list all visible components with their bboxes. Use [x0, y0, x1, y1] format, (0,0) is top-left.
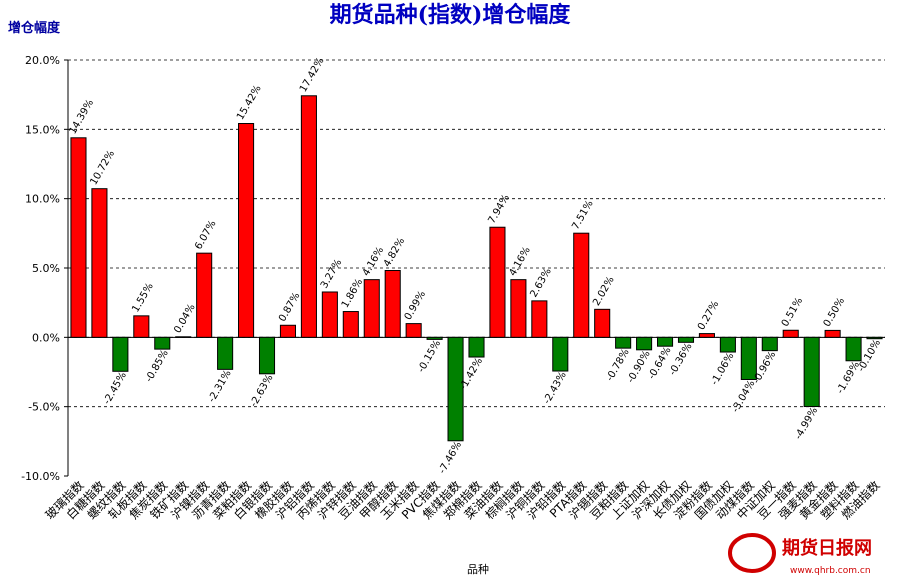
value-label: 7.94% — [487, 193, 512, 226]
bar — [677, 336, 695, 343]
watermark: 期货日报网 www.qhrb.com.cn — [728, 533, 872, 576]
bar — [761, 336, 778, 352]
bar — [552, 336, 569, 372]
value-label: 0.04% — [172, 302, 197, 335]
value-label: 17.42% — [298, 56, 327, 95]
y-tick-label: -10.0% — [21, 470, 60, 483]
bar — [70, 137, 87, 338]
value-label: 0.50% — [822, 296, 847, 329]
value-label: 0.27% — [696, 299, 721, 332]
value-label: 0.51% — [780, 296, 805, 329]
bar — [258, 336, 276, 375]
value-label: 4.16% — [507, 245, 532, 278]
value-label: 1.55% — [130, 281, 155, 314]
bar — [719, 336, 736, 353]
bar — [824, 329, 841, 338]
bar — [531, 300, 548, 338]
value-label: -4.99% — [793, 406, 820, 442]
bar — [845, 336, 862, 362]
value-label: -1.06% — [709, 351, 736, 387]
bar — [740, 336, 757, 380]
bar — [405, 323, 422, 338]
x-axis-label: 品种 — [467, 562, 489, 576]
bar — [698, 333, 715, 338]
value-label: 0.87% — [277, 291, 302, 324]
bar — [279, 324, 297, 338]
bar — [510, 279, 527, 338]
bar — [363, 279, 380, 338]
logo-url: www.qhrb.com.cn — [790, 566, 871, 576]
value-label: -0.64% — [646, 345, 673, 381]
bar — [196, 252, 213, 338]
bar — [175, 336, 192, 338]
value-label: 2.02% — [591, 275, 616, 308]
bar — [782, 329, 799, 338]
value-label: -0.36% — [667, 341, 694, 377]
y-axis-title: 增仓幅度 — [8, 20, 61, 36]
logo-text: 期货日报网 — [782, 537, 872, 559]
value-label: -2.43% — [542, 370, 569, 406]
value-label: 15.42% — [235, 83, 264, 122]
bar — [803, 336, 820, 408]
bar — [342, 311, 359, 338]
bar — [594, 308, 611, 338]
value-label: 7.51% — [570, 199, 595, 232]
bar — [217, 336, 234, 370]
value-label: 14.39% — [68, 98, 97, 137]
bar — [489, 226, 506, 338]
value-label: -0.85% — [144, 348, 171, 384]
value-label: -3.04% — [730, 378, 757, 414]
y-tick-label: 10.0% — [25, 193, 60, 206]
value-label: 3.27% — [319, 257, 344, 290]
bar — [238, 123, 255, 338]
y-tick-label: -5.0% — [28, 401, 60, 414]
y-tick-label: 20.0% — [25, 54, 60, 67]
bar — [154, 336, 171, 350]
bar — [112, 336, 129, 372]
value-label: 10.72% — [88, 149, 117, 188]
bar — [133, 315, 150, 338]
value-label: 1.86% — [340, 277, 365, 310]
y-tick-label: 15.0% — [25, 123, 60, 136]
value-label: -7.46% — [437, 440, 464, 476]
value-label: 4.82% — [382, 236, 407, 269]
y-tick-label: 5.0% — [32, 262, 60, 275]
y-tick-label: 0.0% — [32, 331, 60, 344]
value-label: -2.31% — [206, 368, 233, 404]
bar — [447, 336, 464, 442]
value-label: -2.45% — [102, 370, 129, 406]
bar — [426, 336, 443, 340]
value-label: -0.15% — [416, 338, 443, 374]
value-label: -2.63% — [248, 373, 275, 409]
bar — [636, 336, 653, 351]
bar — [300, 95, 317, 338]
bar — [321, 291, 338, 338]
chart-title: 期货品种(指数)增仓幅度 — [330, 2, 572, 28]
value-label: 6.07% — [193, 219, 218, 252]
bar — [656, 336, 674, 347]
value-label: 2.63% — [528, 266, 553, 299]
logo-ring — [728, 533, 776, 573]
bar — [573, 232, 590, 338]
value-label: 0.99% — [403, 289, 428, 322]
bar — [615, 336, 632, 349]
bar — [384, 269, 401, 338]
bar — [866, 336, 883, 340]
bar — [468, 336, 485, 358]
bar — [91, 188, 108, 338]
